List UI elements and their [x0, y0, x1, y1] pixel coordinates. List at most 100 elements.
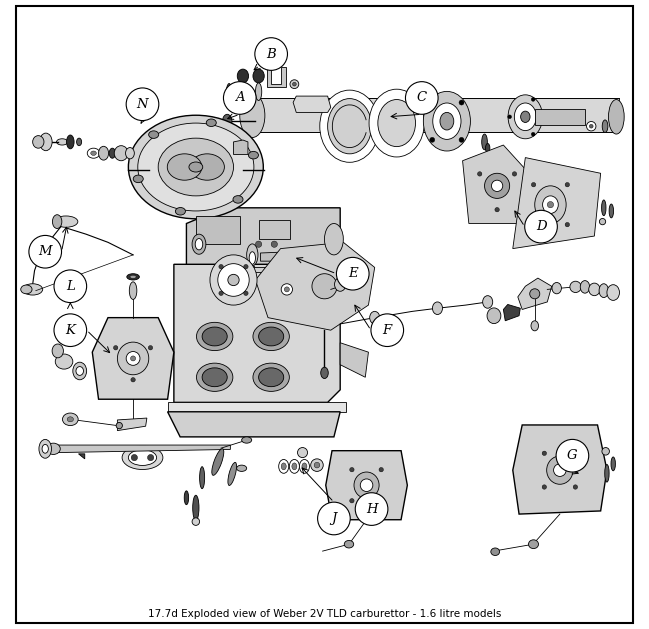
Ellipse shape	[311, 459, 323, 471]
Polygon shape	[293, 96, 331, 113]
Circle shape	[54, 314, 86, 347]
Ellipse shape	[223, 114, 232, 128]
Ellipse shape	[256, 241, 262, 247]
Ellipse shape	[354, 274, 364, 286]
Ellipse shape	[77, 138, 82, 146]
Text: L: L	[66, 280, 75, 292]
Ellipse shape	[281, 463, 286, 470]
Text: K: K	[66, 324, 75, 337]
Ellipse shape	[495, 208, 499, 212]
Ellipse shape	[244, 291, 248, 296]
Ellipse shape	[32, 136, 44, 148]
Polygon shape	[513, 425, 607, 514]
Bar	[246, 267, 271, 272]
Ellipse shape	[40, 133, 52, 151]
Text: M: M	[38, 245, 52, 259]
Ellipse shape	[565, 182, 570, 187]
Ellipse shape	[482, 134, 487, 150]
Ellipse shape	[167, 154, 202, 180]
Ellipse shape	[131, 377, 135, 382]
Ellipse shape	[512, 172, 517, 176]
Circle shape	[54, 270, 86, 303]
Circle shape	[524, 210, 557, 243]
Ellipse shape	[200, 467, 204, 489]
Ellipse shape	[485, 173, 509, 198]
Polygon shape	[186, 208, 340, 264]
Ellipse shape	[354, 472, 379, 498]
Ellipse shape	[192, 234, 206, 254]
Ellipse shape	[302, 463, 307, 470]
Ellipse shape	[491, 548, 500, 555]
Ellipse shape	[370, 311, 380, 324]
Ellipse shape	[485, 143, 490, 153]
Ellipse shape	[126, 352, 140, 365]
Ellipse shape	[508, 95, 543, 139]
Ellipse shape	[546, 456, 573, 484]
Polygon shape	[58, 445, 230, 453]
Ellipse shape	[47, 443, 60, 455]
Ellipse shape	[256, 83, 262, 101]
Ellipse shape	[67, 417, 73, 422]
Ellipse shape	[138, 123, 254, 211]
Ellipse shape	[587, 121, 596, 131]
Polygon shape	[167, 403, 347, 412]
Polygon shape	[267, 67, 286, 87]
Ellipse shape	[290, 80, 299, 89]
Ellipse shape	[127, 274, 140, 280]
Ellipse shape	[114, 146, 128, 161]
Ellipse shape	[129, 115, 263, 219]
Text: B: B	[266, 48, 276, 60]
Circle shape	[126, 88, 159, 121]
Ellipse shape	[228, 462, 237, 486]
Polygon shape	[167, 412, 340, 437]
Ellipse shape	[324, 223, 343, 255]
Ellipse shape	[609, 99, 624, 134]
Ellipse shape	[114, 345, 118, 350]
Ellipse shape	[197, 322, 233, 350]
Ellipse shape	[228, 274, 239, 286]
Ellipse shape	[253, 69, 264, 83]
Ellipse shape	[131, 455, 138, 460]
Ellipse shape	[258, 327, 284, 346]
Ellipse shape	[192, 518, 200, 525]
Ellipse shape	[239, 94, 265, 138]
Bar	[196, 216, 239, 244]
Ellipse shape	[321, 367, 328, 379]
Ellipse shape	[423, 91, 471, 151]
Ellipse shape	[202, 368, 227, 387]
Ellipse shape	[73, 362, 86, 380]
Ellipse shape	[55, 354, 73, 369]
Circle shape	[556, 440, 589, 472]
Ellipse shape	[360, 479, 373, 491]
Ellipse shape	[244, 264, 248, 269]
Ellipse shape	[99, 147, 108, 160]
Ellipse shape	[206, 119, 216, 126]
Ellipse shape	[56, 139, 67, 145]
Ellipse shape	[532, 132, 535, 136]
Ellipse shape	[249, 252, 256, 264]
Ellipse shape	[210, 255, 257, 305]
Ellipse shape	[289, 459, 299, 473]
Ellipse shape	[430, 137, 435, 142]
Ellipse shape	[520, 111, 530, 123]
Ellipse shape	[87, 148, 100, 159]
Ellipse shape	[491, 180, 503, 191]
Ellipse shape	[249, 152, 258, 159]
Ellipse shape	[293, 82, 296, 86]
Ellipse shape	[515, 103, 536, 131]
Ellipse shape	[258, 368, 284, 387]
Ellipse shape	[175, 208, 186, 215]
Ellipse shape	[432, 302, 443, 314]
Bar	[258, 220, 290, 239]
Text: N: N	[137, 97, 149, 111]
Polygon shape	[174, 264, 340, 403]
Ellipse shape	[195, 238, 202, 250]
Ellipse shape	[478, 172, 482, 176]
Ellipse shape	[116, 423, 123, 429]
Ellipse shape	[344, 540, 354, 548]
Ellipse shape	[117, 342, 149, 375]
Ellipse shape	[284, 287, 289, 292]
Ellipse shape	[532, 223, 536, 227]
Ellipse shape	[320, 90, 380, 162]
Ellipse shape	[459, 100, 464, 105]
